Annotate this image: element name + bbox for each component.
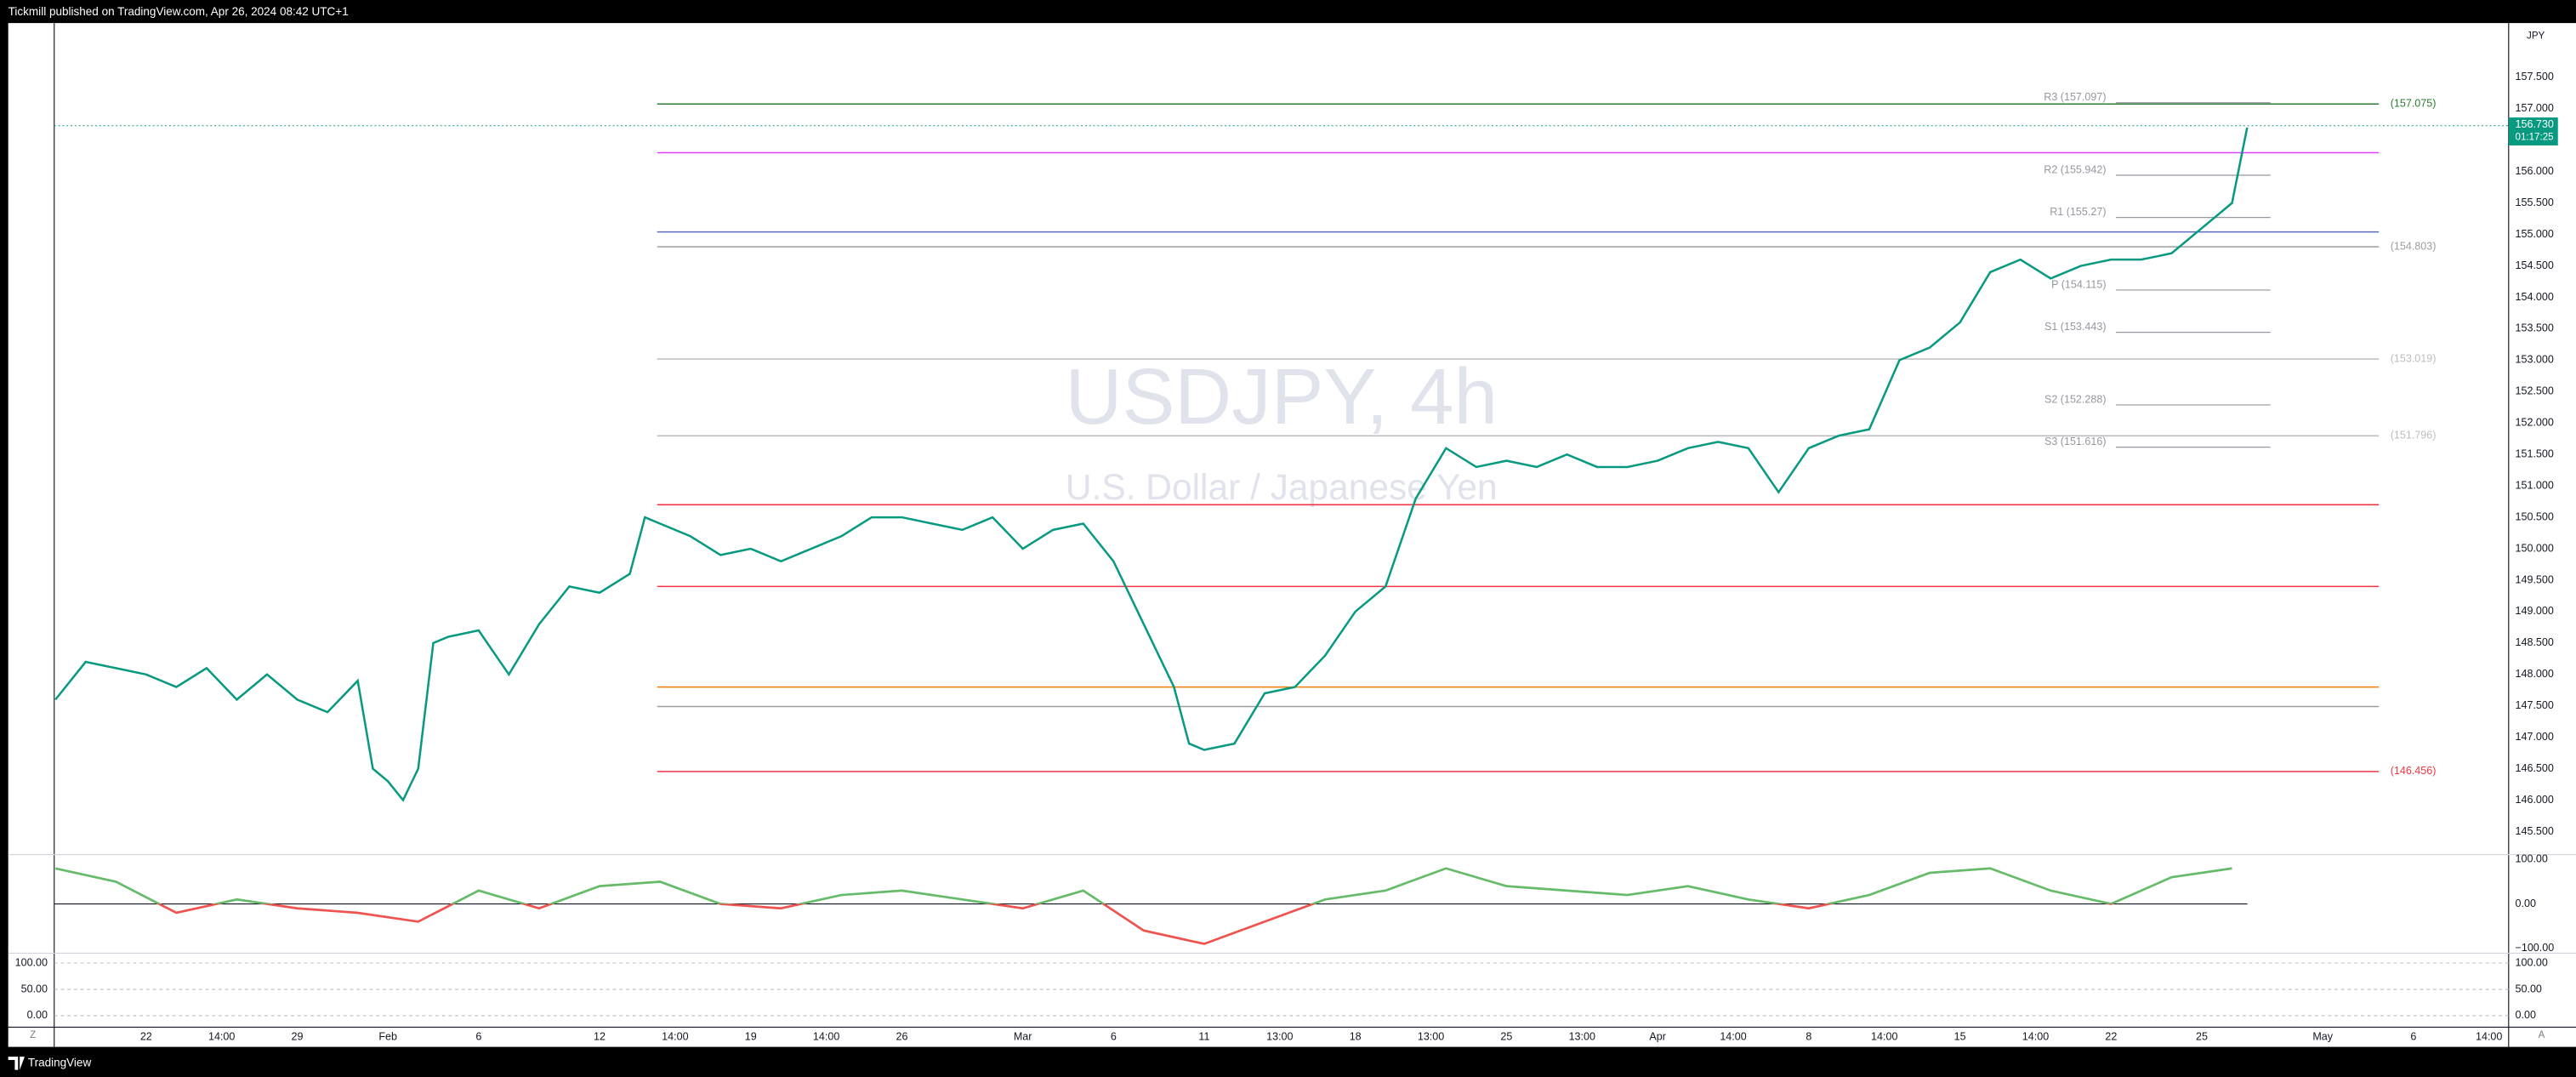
x-tick-label: 6: [475, 1030, 481, 1042]
x-tick-label: 14:00: [1720, 1030, 1746, 1042]
price-line: [54, 127, 2249, 802]
y-tick-label: 146.000: [2516, 794, 2554, 806]
x-tick-label: 13:00: [1266, 1030, 1293, 1042]
x-tick-label: Mar: [1014, 1030, 1032, 1042]
y-tick-label: 146.500: [2516, 762, 2554, 774]
y-tick-label-left: 100.00: [15, 956, 48, 968]
y-tick-label: 153.500: [2516, 322, 2554, 334]
y-tick-label: 155.500: [2516, 197, 2554, 208]
x-tick-label: 14:00: [1871, 1030, 1897, 1042]
x-tick-label: 18: [1350, 1030, 1362, 1042]
x-tick-label: 8: [1805, 1030, 1811, 1042]
y-tick-label: 145.500: [2516, 825, 2554, 837]
control-button[interactable]: Z: [30, 1030, 36, 1040]
y-tick-label: −100.00: [2516, 942, 2555, 954]
chart-background: [8, 23, 2576, 1047]
y-tick-label: 157.000: [2516, 102, 2554, 114]
x-tick-label: 14:00: [2022, 1030, 2049, 1042]
last-price-label: 156.730: [2516, 118, 2554, 130]
pivot-label: S3 (151.616): [2044, 436, 2107, 447]
header-text: Tickmill published on TradingView.com, A…: [9, 5, 349, 18]
x-tick-label: 14:00: [208, 1030, 235, 1042]
y-tick-label: 154.000: [2516, 291, 2554, 303]
y-tick-label: 100.00: [2516, 956, 2548, 968]
pivot-label: R3 (157.097): [2044, 91, 2106, 103]
level-label: (151.796): [2391, 430, 2437, 442]
x-tick-label: 13:00: [1418, 1030, 1444, 1042]
y-tick-label: 149.500: [2516, 573, 2554, 585]
x-tick-label: 14:00: [662, 1030, 688, 1042]
x-tick-label: 6: [2410, 1030, 2416, 1042]
y-tick-label: 0.00: [2516, 1009, 2536, 1021]
x-tick-label: 22: [140, 1030, 152, 1042]
pivot-label: S1 (153.443): [2044, 321, 2107, 333]
x-tick-label: 14:00: [2476, 1030, 2502, 1042]
level-label: (153.019): [2391, 352, 2437, 364]
indicator-line: [54, 867, 2232, 904]
x-tick-label: Feb: [378, 1030, 397, 1042]
countdown-label: 01:17:25: [2516, 132, 2554, 142]
level-label: (146.456): [2391, 765, 2437, 777]
watermark-title: USDJPY, 4h: [1066, 352, 1498, 441]
y-tick-label: 50.00: [2516, 983, 2542, 994]
x-tick-label: Apr: [1649, 1030, 1666, 1042]
level-label: (154.803): [2391, 240, 2437, 252]
x-tick-label: 26: [896, 1030, 907, 1042]
x-tick-label: 25: [2196, 1030, 2208, 1042]
y-tick-label: 150.000: [2516, 542, 2554, 554]
level-label: (157.075): [2391, 98, 2437, 110]
pivot-label: R2 (155.942): [2044, 164, 2106, 176]
y-tick-label: 148.000: [2516, 668, 2554, 680]
indicator-line-negative: [156, 903, 2114, 945]
y-tick-label: 149.000: [2516, 605, 2554, 617]
x-tick-label: 14:00: [813, 1030, 839, 1042]
y-tick-label: 150.500: [2516, 510, 2554, 522]
y-tick-label: 156.000: [2516, 165, 2554, 177]
y-tick-label: 154.500: [2516, 259, 2554, 271]
x-tick-label: 29: [292, 1030, 304, 1042]
x-tick-label: May: [2312, 1030, 2333, 1042]
x-tick-label: 15: [1954, 1030, 1966, 1042]
pivot-label: P (154.115): [2051, 278, 2106, 290]
y-tick-label: 155.000: [2516, 228, 2554, 240]
y-tick-label: 148.500: [2516, 636, 2554, 648]
y-tick-label: 152.500: [2516, 385, 2554, 397]
pivot-label: R1 (155.27): [2050, 206, 2106, 218]
y-tick-label: 147.500: [2516, 699, 2554, 711]
control-button[interactable]: A: [2539, 1030, 2545, 1040]
y-tick-label-left: 50.00: [21, 983, 48, 994]
x-tick-label: 12: [594, 1030, 606, 1042]
y-tick-label: 100.00: [2516, 853, 2548, 865]
last-price-tag: [2508, 117, 2558, 145]
x-tick-label: 13:00: [1569, 1030, 1595, 1042]
watermark-subtitle: U.S. Dollar / Japanese Yen: [1066, 468, 1498, 508]
tradingview-logo: [8, 1057, 25, 1070]
pivot-label: S2 (152.288): [2044, 393, 2107, 405]
y-tick-label: 147.000: [2516, 731, 2554, 743]
x-tick-label: 11: [1198, 1030, 1209, 1042]
y-tick-label: 157.500: [2516, 71, 2554, 83]
y-tick-label: 152.000: [2516, 417, 2554, 429]
x-tick-label: 22: [2105, 1030, 2117, 1042]
footer-brand: TradingView: [28, 1056, 92, 1068]
x-tick-label: 19: [745, 1030, 757, 1042]
y-tick-label-left: 0.00: [27, 1009, 48, 1021]
y-tick-label: 153.000: [2516, 354, 2554, 366]
x-tick-label: 6: [1111, 1030, 1117, 1042]
y-tick-label: 0.00: [2516, 898, 2536, 909]
currency-label: JPY: [2527, 31, 2545, 42]
x-tick-label: 25: [1500, 1030, 1512, 1042]
y-tick-label: 151.000: [2516, 479, 2554, 491]
y-tick-label: 151.500: [2516, 448, 2554, 460]
